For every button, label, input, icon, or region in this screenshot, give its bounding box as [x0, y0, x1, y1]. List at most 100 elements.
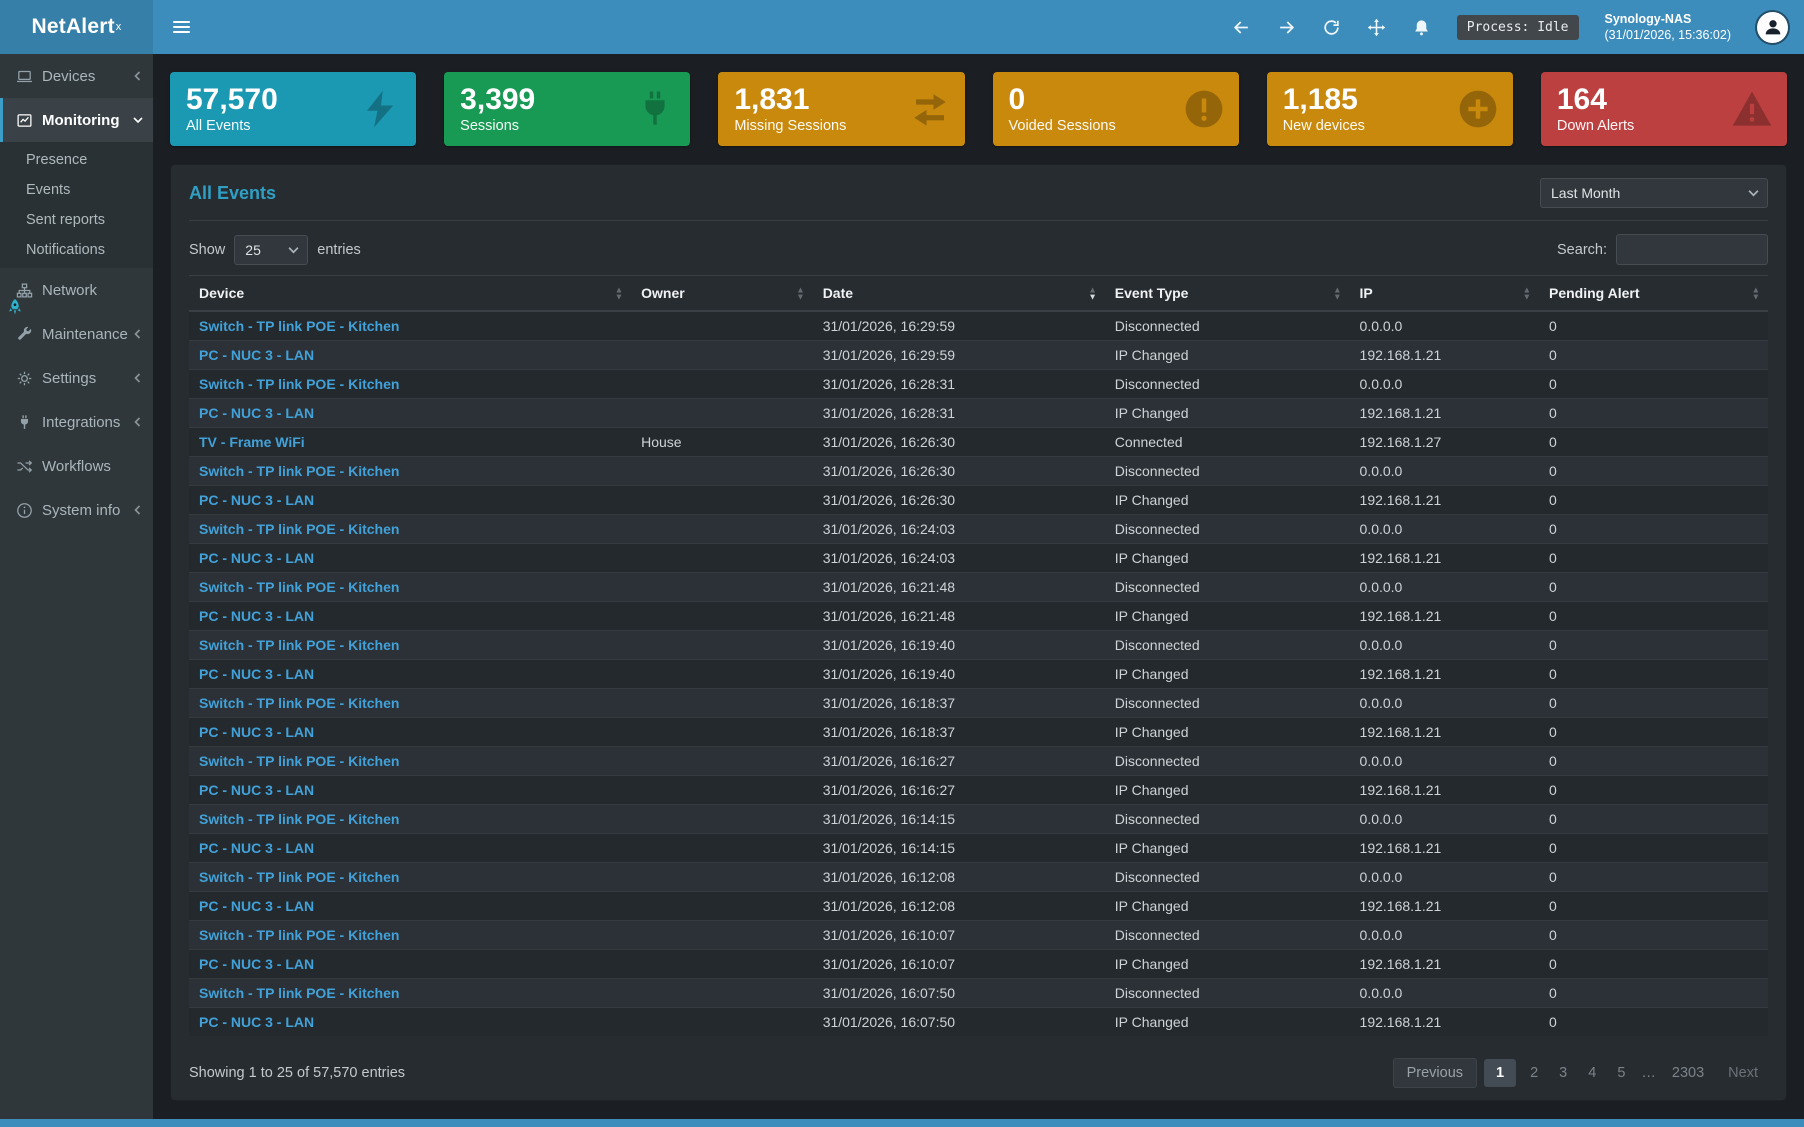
column-label: IP [1359, 285, 1373, 301]
table-row: Switch - TP link POE - Kitchen 31/01/2026… [189, 862, 1768, 892]
owner-cell [631, 717, 813, 747]
back-icon[interactable] [1232, 18, 1251, 37]
column-header-device[interactable]: Device ▲ ▼ [189, 275, 632, 312]
device-link[interactable]: Switch - TP link POE - Kitchen [199, 318, 400, 334]
device-link[interactable]: Switch - TP link POE - Kitchen [199, 753, 400, 769]
device-link[interactable]: PC - NUC 3 - LAN [199, 550, 315, 566]
device-link[interactable]: PC - NUC 3 - LAN [199, 1014, 315, 1030]
device-cell: PC - NUC 3 - LAN [189, 340, 632, 370]
sidebar-subitem-notifications[interactable]: Notifications [0, 235, 153, 265]
table-header-row: Device ▲ ▼ Owner ▲ ▼ Date ▲ ▼ Event Type ▲ ▼ IP ▲… [189, 275, 1768, 312]
stat-card-new-devices[interactable]: 1,185 New devices [1266, 72, 1513, 146]
device-link[interactable]: Switch - TP link POE - Kitchen [199, 579, 400, 595]
chevron-left-icon [133, 417, 143, 427]
column-label: Pending Alert [1549, 285, 1640, 301]
device-link[interactable]: PC - NUC 3 - LAN [199, 724, 315, 740]
sidebar-item-monitoring[interactable]: Monitoring [0, 98, 153, 142]
device-link[interactable]: PC - NUC 3 - LAN [199, 405, 315, 421]
sidebar-item-maintenance[interactable]: Maintenance [0, 312, 153, 356]
rocket-icon[interactable] [6, 298, 24, 321]
device-link[interactable]: PC - NUC 3 - LAN [199, 898, 315, 914]
pagination-page-4[interactable]: 4 [1588, 1065, 1597, 1081]
monitoring-submenu: Presence Events Sent reports Notificatio… [0, 142, 153, 268]
device-link[interactable]: PC - NUC 3 - LAN [199, 956, 315, 972]
device-link[interactable]: PC - NUC 3 - LAN [199, 347, 315, 363]
device-cell: TV - Frame WiFi [189, 427, 632, 457]
device-link[interactable]: Switch - TP link POE - Kitchen [199, 695, 400, 711]
device-link[interactable]: Switch - TP link POE - Kitchen [199, 985, 400, 1001]
stat-card-missing-sessions[interactable]: 1,831 Missing Sessions [718, 72, 965, 146]
column-header-event-type[interactable]: Event Type ▲ ▼ [1104, 275, 1350, 312]
pagination-page-1[interactable]: 1 [1484, 1059, 1517, 1087]
ip-cell: 0.0.0.0 [1349, 746, 1539, 776]
device-link[interactable]: Switch - TP link POE - Kitchen [199, 927, 400, 943]
table-row: Switch - TP link POE - Kitchen 31/01/2026… [189, 746, 1768, 776]
device-link[interactable]: PC - NUC 3 - LAN [199, 840, 315, 856]
stat-card-voided-sessions[interactable]: 0 Voided Sessions [992, 72, 1239, 146]
device-cell: PC - NUC 3 - LAN [189, 833, 632, 863]
chevron-left-icon [133, 71, 143, 81]
stat-card-down-alerts[interactable]: 164 Down Alerts [1540, 72, 1788, 146]
sidebar-item-integrations[interactable]: Integrations [0, 400, 153, 444]
device-cell: Switch - TP link POE - Kitchen [189, 369, 632, 399]
table-row: Switch - TP link POE - Kitchen 31/01/2026… [189, 630, 1768, 660]
pagination-previous[interactable]: Previous [1392, 1058, 1478, 1088]
sidebar-item-system-info[interactable]: System info [0, 488, 153, 532]
device-link[interactable]: PC - NUC 3 - LAN [199, 492, 315, 508]
owner-cell [631, 485, 813, 515]
pagination-page-3[interactable]: 3 [1559, 1065, 1568, 1081]
event-type-cell: Disconnected [1104, 369, 1350, 399]
device-link[interactable]: PC - NUC 3 - LAN [199, 782, 315, 798]
sidebar-subitem-presence[interactable]: Presence [0, 145, 153, 175]
sidebar: Devices Monitoring Presence Events Sent … [0, 54, 153, 1119]
pagination-page-2[interactable]: 2 [1530, 1065, 1539, 1081]
column-header-owner[interactable]: Owner ▲ ▼ [631, 275, 813, 312]
sidebar-toggle-button[interactable] [167, 15, 196, 39]
pagination-page-5[interactable]: 5 [1617, 1065, 1626, 1081]
forward-icon[interactable] [1277, 18, 1296, 37]
sidebar-item-workflows[interactable]: Workflows [0, 444, 153, 488]
stat-card-all-events[interactable]: 57,570 All Events [170, 72, 417, 146]
pending-alert-cell: 0 [1539, 572, 1768, 602]
sidebar-subitem-sent-reports[interactable]: Sent reports [0, 205, 153, 235]
sidebar-subitem-events[interactable]: Events [0, 175, 153, 205]
stat-label: Voided Sessions [1008, 117, 1116, 134]
refresh-icon[interactable] [1322, 18, 1341, 37]
device-link[interactable]: PC - NUC 3 - LAN [199, 666, 315, 682]
search-input[interactable] [1616, 234, 1768, 265]
device-link[interactable]: TV - Frame WiFi [199, 434, 305, 450]
period-select[interactable]: Last Month [1540, 178, 1768, 208]
pagination-page-last[interactable]: 2303 [1671, 1065, 1705, 1081]
brand-logo[interactable]: NetAlert x [0, 0, 153, 54]
sidebar-item-devices[interactable]: Devices [0, 54, 153, 98]
sidebar-item-settings[interactable]: Settings [0, 356, 153, 400]
device-link[interactable]: Switch - TP link POE - Kitchen [199, 869, 400, 885]
bell-icon[interactable] [1412, 18, 1431, 37]
exclamation-circle-icon [1183, 88, 1225, 130]
device-link[interactable]: PC - NUC 3 - LAN [199, 608, 315, 624]
pending-alert-cell: 0 [1539, 543, 1768, 573]
pagination-next[interactable]: Next [1728, 1065, 1758, 1081]
owner-cell [631, 369, 813, 399]
owner-cell [631, 340, 813, 370]
page-size-select[interactable]: 25 [234, 234, 309, 265]
device-link[interactable]: Switch - TP link POE - Kitchen [199, 637, 400, 653]
owner-cell [631, 456, 813, 486]
device-link[interactable]: Switch - TP link POE - Kitchen [199, 521, 400, 537]
column-header-ip[interactable]: IP ▲ ▼ [1349, 275, 1539, 312]
stat-card-sessions[interactable]: 3,399 Sessions [444, 72, 691, 146]
owner-cell [631, 310, 813, 341]
pending-alert-cell: 0 [1539, 775, 1768, 805]
pending-alert-cell: 0 [1539, 456, 1768, 486]
chevron-left-icon [133, 329, 143, 339]
column-header-pending-alert[interactable]: Pending Alert ▲ ▼ [1539, 275, 1768, 312]
move-icon[interactable] [1367, 18, 1386, 37]
ip-cell: 192.168.1.21 [1349, 1007, 1539, 1036]
user-avatar[interactable] [1757, 11, 1788, 43]
device-link[interactable]: Switch - TP link POE - Kitchen [199, 463, 400, 479]
column-header-date[interactable]: Date ▲ ▼ [812, 275, 1105, 312]
device-link[interactable]: Switch - TP link POE - Kitchen [199, 811, 400, 827]
sidebar-item-network[interactable]: Network [0, 268, 153, 312]
device-link[interactable]: Switch - TP link POE - Kitchen [199, 376, 400, 392]
events-table-wrap: Device ▲ ▼ Owner ▲ ▼ Date ▲ ▼ Event Type ▲ ▼ IP ▲… [189, 275, 1768, 1045]
